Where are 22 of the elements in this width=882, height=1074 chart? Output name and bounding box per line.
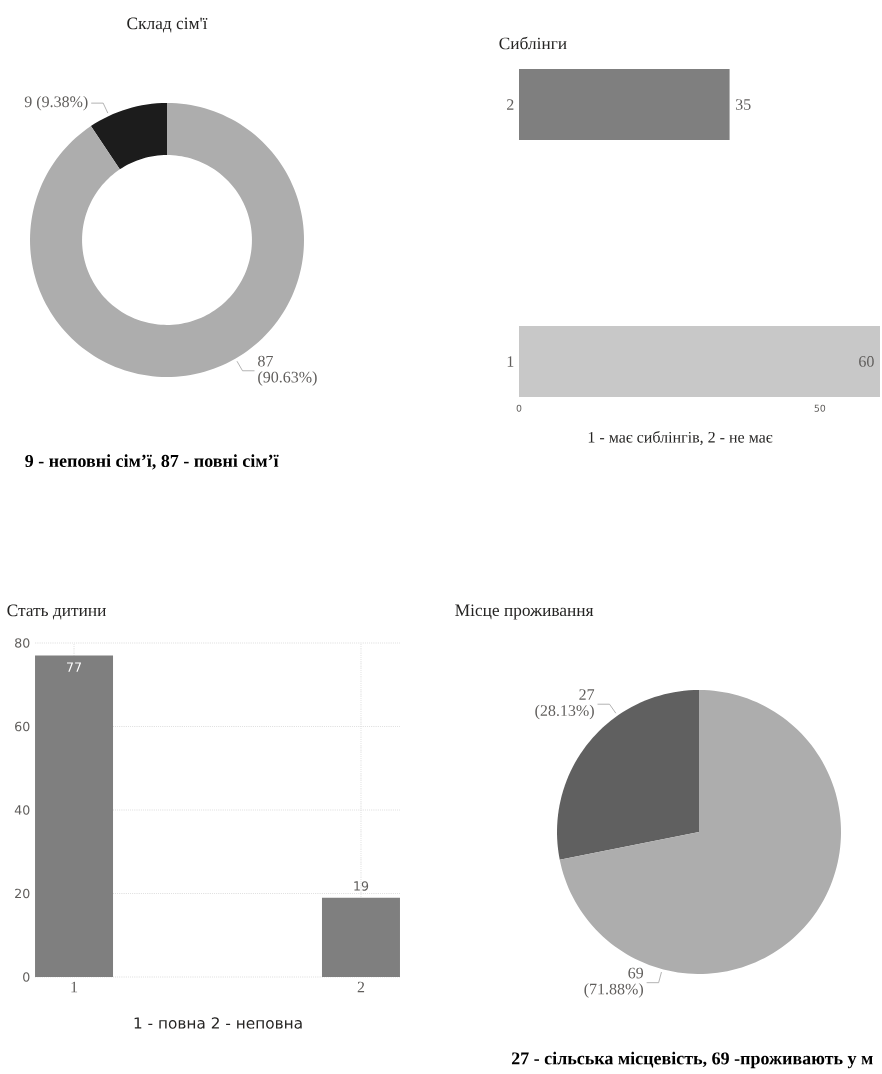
data-label: 35 [735,99,751,110]
y-tick-label: 20 [15,888,30,899]
text: Сиблінги [499,36,567,50]
y-tick-label: 80 [15,638,30,648]
text: 27 - сільська місцевість, 69 -проживають у м [511,1051,873,1069]
y-tick-label: 60 [15,721,30,732]
x-axis-title: 1 - має сиблінгів, 2 - не має [588,431,773,445]
data-label: 60 [859,356,874,367]
text: 9 - неповні сім’ї, 87 - повні сім’ї [25,454,279,470]
data-label: 69 (71.88%) [584,967,644,998]
y-tick-label: 0 [23,972,30,982]
y-tick-label: 40 [14,805,30,815]
data-label: 27 (28.13%) [535,689,595,720]
data-label: 9 (9.38%) [24,95,88,111]
data-label: 77 [67,662,82,672]
data-label: 87 (90.63%) [258,355,317,386]
chart-title: Стать дитини [7,604,106,620]
data-label: 19 [354,881,369,891]
x-axis-title: 1 - повна 2 - неповна [134,1017,302,1029]
chart-title: Склад сім'ї [127,17,208,33]
x-tick-label: 50 [814,404,826,412]
chart-title: Місце проживання [455,604,594,620]
